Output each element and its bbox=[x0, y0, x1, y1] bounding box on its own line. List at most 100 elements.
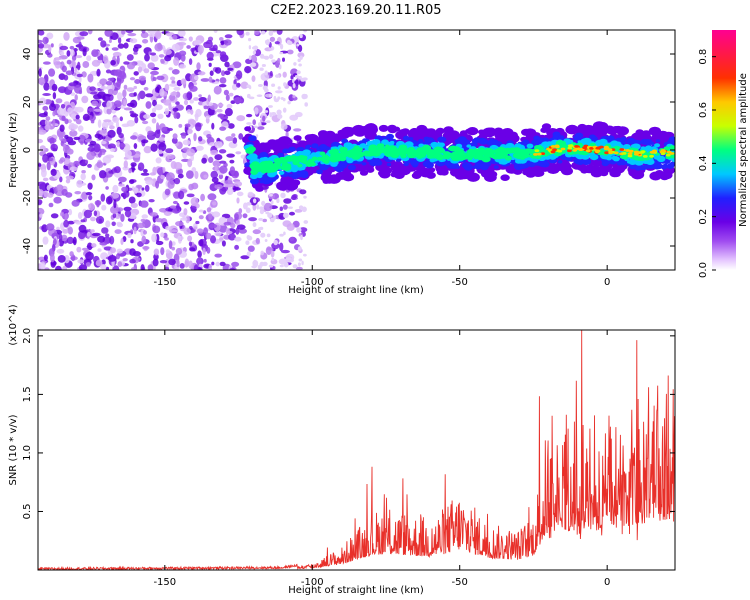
noise-blob bbox=[79, 31, 89, 37]
spectrogram-ylabel: Frequency (Hz) bbox=[8, 112, 19, 188]
band-blob bbox=[281, 162, 289, 168]
noise-blob bbox=[160, 247, 165, 256]
band-blob bbox=[403, 162, 410, 167]
noise-blob bbox=[129, 77, 136, 81]
band-blob bbox=[368, 147, 375, 152]
noise-blob bbox=[54, 265, 62, 270]
band-blob bbox=[410, 159, 419, 167]
noise-blob bbox=[292, 94, 296, 99]
band-peak bbox=[625, 149, 630, 152]
noise-blob bbox=[52, 92, 57, 100]
band-blob bbox=[324, 173, 332, 180]
snr-series-line bbox=[38, 330, 675, 570]
noise-blob bbox=[105, 186, 109, 190]
noise-blob bbox=[135, 60, 144, 66]
noise-blob bbox=[176, 259, 180, 268]
noise-blob bbox=[180, 54, 186, 62]
noise-blob bbox=[223, 89, 229, 96]
noise-blob bbox=[195, 145, 204, 151]
noise-blob bbox=[82, 247, 89, 251]
noise-blob bbox=[60, 211, 65, 217]
noise-blob bbox=[248, 217, 257, 222]
noise-blob bbox=[277, 114, 283, 119]
band-blob bbox=[259, 151, 269, 159]
noise-blob bbox=[145, 93, 154, 98]
noise-blob bbox=[59, 176, 63, 183]
band-blob bbox=[293, 135, 302, 141]
noise-blob bbox=[179, 64, 187, 69]
noise-blob bbox=[287, 100, 291, 105]
noise-blob bbox=[258, 122, 262, 127]
band-blob bbox=[390, 172, 398, 178]
noise-blob bbox=[39, 213, 43, 218]
band-peak bbox=[607, 148, 613, 152]
noise-blob bbox=[219, 51, 227, 58]
noise-blob bbox=[227, 123, 235, 129]
noise-blob bbox=[107, 255, 117, 262]
band-blob bbox=[414, 150, 423, 157]
noise-blob bbox=[294, 209, 303, 213]
noise-blob bbox=[295, 266, 303, 270]
noise-blob bbox=[82, 48, 87, 57]
noise-blob bbox=[89, 140, 97, 146]
noise-blob bbox=[98, 218, 102, 224]
noise-blob bbox=[123, 107, 133, 111]
noise-blob bbox=[108, 170, 113, 174]
noise-blob bbox=[42, 236, 49, 245]
band-peak bbox=[665, 153, 671, 157]
ytick-label: 1.5 bbox=[22, 386, 33, 402]
noise-blob bbox=[160, 232, 165, 238]
noise-blob bbox=[172, 107, 179, 112]
noise-blob bbox=[268, 105, 273, 108]
noise-blob bbox=[231, 261, 240, 267]
snr-ticks: -150 -100 -50 0 0.5 1.0 1.5 2.0 bbox=[22, 328, 675, 588]
noise-blob bbox=[42, 177, 49, 182]
noise-blob bbox=[245, 58, 253, 64]
noise-blob bbox=[56, 226, 60, 231]
noise-blob bbox=[81, 71, 87, 78]
band-peak bbox=[534, 149, 540, 153]
noise-blob bbox=[271, 59, 276, 63]
noise-blob bbox=[124, 149, 132, 159]
noise-blob bbox=[134, 116, 139, 124]
band-blob bbox=[444, 160, 452, 167]
noise-blob bbox=[42, 36, 49, 45]
noise-blob bbox=[110, 60, 116, 66]
snr-panel: -150 -100 -50 0 0.5 1.0 1.5 2.0 Height of strai… bbox=[8, 304, 676, 596]
band-blob bbox=[515, 154, 523, 160]
noise-blob bbox=[114, 72, 123, 76]
band-blob bbox=[565, 124, 579, 135]
noise-blob bbox=[81, 170, 86, 174]
band-blob bbox=[435, 127, 445, 135]
noise-blob bbox=[97, 248, 102, 252]
noise-blob bbox=[42, 105, 49, 111]
noise-blob bbox=[154, 32, 161, 38]
band-blob bbox=[461, 154, 469, 160]
band-blob bbox=[336, 156, 342, 161]
noise-blob bbox=[201, 157, 207, 164]
noise-blob bbox=[145, 101, 152, 109]
noise-blob bbox=[137, 222, 146, 229]
noise-blob bbox=[296, 227, 302, 233]
xtick-label: -100 bbox=[301, 577, 324, 588]
noise-blob bbox=[188, 36, 193, 42]
noise-blob bbox=[262, 115, 266, 122]
noise-blob bbox=[211, 177, 219, 183]
noise-blob bbox=[130, 99, 138, 108]
spectrogram-xlabel: Height of straight line (km) bbox=[288, 285, 424, 296]
band-blob bbox=[400, 153, 407, 159]
band-blob bbox=[581, 158, 592, 165]
noise-blob bbox=[56, 130, 66, 138]
noise-blob bbox=[187, 128, 193, 134]
noise-blob bbox=[172, 133, 178, 140]
noise-blob bbox=[147, 264, 154, 270]
noise-blob bbox=[87, 30, 93, 35]
noise-blob bbox=[173, 86, 181, 91]
band-blob bbox=[352, 124, 366, 135]
noise-blob bbox=[46, 32, 54, 40]
band-peak bbox=[604, 151, 609, 155]
noise-blob bbox=[38, 43, 45, 49]
noise-blob bbox=[195, 108, 202, 118]
noise-blob bbox=[38, 97, 47, 106]
noise-blob bbox=[157, 113, 164, 120]
